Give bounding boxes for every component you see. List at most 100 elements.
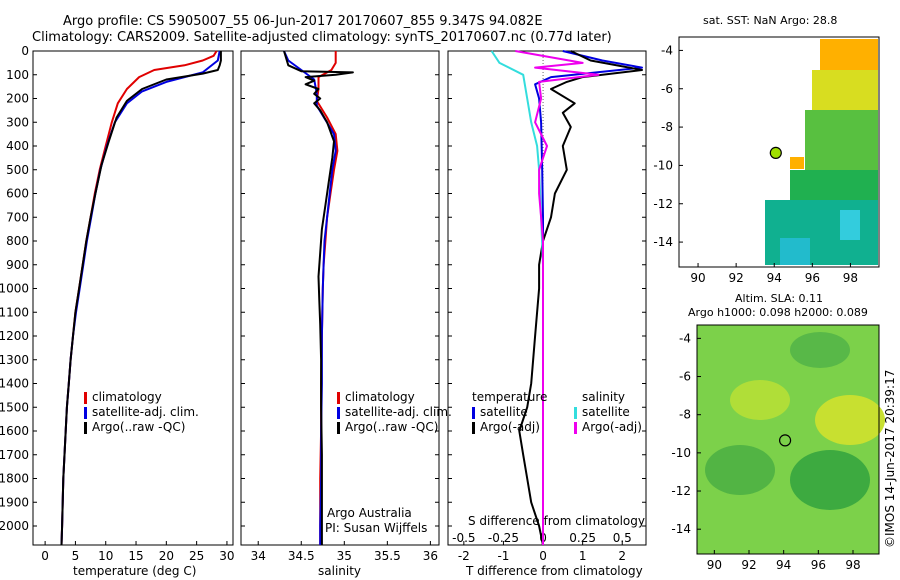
credit-line2: PI: Susan Wijffels <box>325 521 428 535</box>
legend-swatch-satellite <box>472 406 475 419</box>
legend-swatch-satellite <box>337 406 340 419</box>
legend-swatch-argo <box>472 421 475 434</box>
map-y-tick-label: -12 <box>653 197 673 211</box>
series-line-satellite-adj-clim- <box>60 50 221 546</box>
diff-legend-temperature: temperature satellite Argo(-adj) <box>472 390 547 435</box>
y-tick-label: 400 <box>6 139 29 153</box>
x-tick-label: 25 <box>189 549 204 563</box>
legend-swatch-climatology <box>84 391 87 404</box>
y-tick-label: 100 <box>6 68 29 82</box>
y-tick-label: 0 <box>21 44 29 58</box>
series-line-temperature-argo-adj- <box>518 50 643 546</box>
sst-field-green <box>805 110 878 180</box>
legend-label-argo: Argo(..raw -QC) <box>345 420 439 434</box>
x-tick-label: 5 <box>72 549 80 563</box>
legend-label-climatology: climatology <box>345 390 415 404</box>
x-tick-label: 30 <box>219 549 234 563</box>
sst-map-title: sat. SST: NaN Argo: 28.8 <box>703 14 838 27</box>
x-tick-label: -2 <box>458 549 470 563</box>
legend-label-satellite: satellite-adj. clim. <box>92 405 199 419</box>
legend-label-argo: Argo(-adj) <box>480 420 540 434</box>
x-tick-label: 20 <box>159 549 174 563</box>
x-tick-label: 35 <box>337 549 352 563</box>
salinity-axis-label: salinity <box>318 564 362 578</box>
series-line-salinity-satellite <box>490 50 544 545</box>
x-tick-label: 35.5 <box>374 549 401 563</box>
map-x-tick-label: 96 <box>805 271 820 285</box>
diff-legend-temperature-title: temperature <box>472 390 548 404</box>
credit-line1: Argo Australia <box>327 506 412 520</box>
sla-high-patch-2 <box>730 380 790 420</box>
x-tick-label: 1 <box>579 549 587 563</box>
map-y-tick-label: -4 <box>661 43 673 57</box>
x-tick-label: -1 <box>497 549 509 563</box>
axes-ticks: 0 5 10 15 20 25 300100200300400500600700800900… <box>0 44 646 563</box>
salinity-difference-axis-label: S difference from climatology <box>468 514 645 528</box>
temperature-axis-label: temperature (deg C) <box>73 564 197 578</box>
t-difference-axis-label: T difference from climatology <box>466 564 643 578</box>
y-tick-label: 700 <box>6 210 29 224</box>
map-y-tick-label: -6 <box>661 82 673 96</box>
legend-label-satellite: satellite <box>480 405 528 419</box>
y-tick-label: 800 <box>6 234 29 248</box>
y-tick-label: 300 <box>6 115 29 129</box>
data-series <box>60 50 643 546</box>
sla-map-outline <box>696 324 880 555</box>
argo-position-marker <box>769 146 782 160</box>
legend-swatch-argo <box>84 421 87 434</box>
sst-field-blue <box>780 238 810 265</box>
x-tick-label: 15 <box>128 549 143 563</box>
map-x-tick-label: 96 <box>811 558 826 572</box>
map-x-tick-label: 98 <box>843 271 858 285</box>
argo-position-marker <box>778 434 792 447</box>
temperature-panel-frame <box>32 50 234 546</box>
sst-field-cyan <box>840 210 860 240</box>
x-top-tick-label: -0.5 <box>452 531 475 545</box>
sla-high-patch-1 <box>815 395 885 445</box>
map-x-tick-label: 94 <box>776 558 791 572</box>
x-top-tick-label: -0.25 <box>488 531 519 545</box>
x-tick-label: 0 <box>41 549 49 563</box>
y-tick-label: 2000 <box>0 519 29 533</box>
map-axes: 90 92 94 96 98 -4 -6 -8 -10 -12 -14 90 92 94 96 98 -4 -6 -… <box>653 43 860 572</box>
sla-map-title-line2: Argo h1000: 0.098 h2000: 0.089 <box>688 306 868 319</box>
map-y-tick-label: -10 <box>671 446 691 460</box>
x-top-tick-label: 0.5 <box>613 531 632 545</box>
series-line-argo-raw-qc- <box>60 51 222 546</box>
sla-low-patch-2 <box>705 445 775 495</box>
map-x-tick-label: 92 <box>729 271 744 285</box>
y-tick-label: 1800 <box>0 472 29 486</box>
map-x-tick-label: 92 <box>741 558 756 572</box>
x-tick-label: 34 <box>251 549 266 563</box>
map-y-tick-label: -10 <box>653 158 673 172</box>
map-x-tick-label: 94 <box>767 271 782 285</box>
series-line-temperature-satellite <box>534 50 643 545</box>
difference-panel-frame <box>447 50 647 546</box>
x-tick-label: 36 <box>423 549 438 563</box>
x-tick-label: 10 <box>98 549 113 563</box>
series-line-argo-raw-qc- <box>283 50 354 545</box>
map-y-tick-label: -8 <box>661 120 673 134</box>
imos-watermark: ©IMOS 14-Jun-2017 20:39:17 <box>883 369 897 548</box>
series-line-climatology <box>60 50 218 546</box>
x-tick-label: 2 <box>618 549 626 563</box>
y-tick-label: 600 <box>6 187 29 201</box>
y-tick-label: 1600 <box>0 424 29 438</box>
y-tick-label: 1000 <box>0 282 29 296</box>
y-tick-label: 1700 <box>0 448 29 462</box>
y-tick-label: 1500 <box>0 400 29 414</box>
series-line-salinity-argo-adj- <box>515 50 600 545</box>
legend-swatch-climatology <box>337 391 340 404</box>
legend-swatch-satellite <box>574 406 577 419</box>
legend-label-climatology: climatology <box>92 390 162 404</box>
salinity-legend: climatology satellite-adj. clim. Argo(..… <box>337 390 452 435</box>
y-tick-label: 1200 <box>0 329 29 343</box>
map-y-tick-label: -12 <box>671 484 691 498</box>
map-x-tick-label: 98 <box>845 558 860 572</box>
y-tick-label: 900 <box>6 258 29 272</box>
header-title-line1: Argo profile: CS 5905007_55 06-Jun-2017 … <box>63 14 543 29</box>
sla-low-patch-1 <box>790 450 870 510</box>
map-y-tick-label: -6 <box>679 370 691 384</box>
sst-field-orange-block <box>790 157 804 169</box>
